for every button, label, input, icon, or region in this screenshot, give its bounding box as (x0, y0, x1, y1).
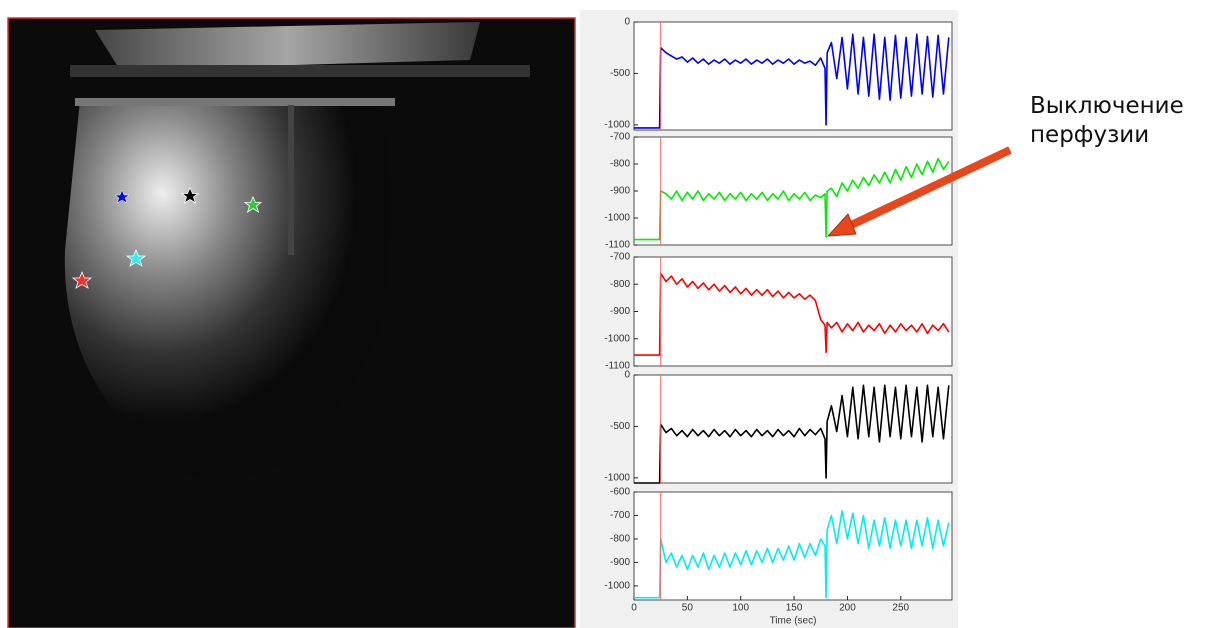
y-tick-label: -1100 (605, 240, 630, 251)
y-tick-label: -700 (610, 252, 630, 263)
y-tick-label: -500 (610, 68, 630, 79)
roi-stars (71, 187, 263, 289)
x-tick-label: 250 (892, 603, 909, 614)
x-axis-label: Time (sec) (770, 616, 817, 627)
y-tick-label: -500 (610, 421, 630, 432)
annotation-arrow (843, 146, 1012, 232)
axes-background (633, 374, 953, 484)
annotation-arrowhead (826, 213, 857, 237)
y-tick-label: -1000 (604, 472, 630, 483)
x-tick-label: 150 (786, 603, 803, 614)
y-tick-label: -600 (610, 487, 630, 498)
y-tick-label: 0 (624, 17, 630, 28)
axes-background (633, 256, 953, 367)
roi-star (180, 187, 200, 204)
axes-background (633, 491, 953, 601)
y-tick-label: -1000 (604, 119, 630, 130)
y-tick-label: -900 (610, 557, 630, 568)
signal-line (634, 509, 950, 599)
image-edge (288, 105, 294, 255)
roi-star (243, 196, 263, 213)
y-tick-label: -700 (610, 132, 630, 143)
image-edge (75, 98, 395, 106)
image-edge (70, 65, 530, 77)
x-tick-label: 100 (732, 603, 749, 614)
signal-line (634, 157, 950, 241)
x-tick-label: 50 (682, 603, 694, 614)
annotation-box: Выключение перфузии (1030, 93, 1184, 148)
y-tick-label: -900 (610, 306, 630, 317)
roi-star (125, 248, 147, 267)
heart-region (64, 98, 391, 481)
x-tick-label: 200 (839, 603, 856, 614)
y-tick-label: -800 (610, 279, 630, 290)
roi-star (114, 189, 130, 204)
y-tick-label: -1000 (604, 213, 630, 224)
signal-line (634, 33, 950, 129)
y-tick-label: 0 (624, 370, 630, 381)
y-tick-label: -900 (610, 186, 630, 197)
signal-line (634, 272, 950, 356)
roi-star (71, 270, 93, 289)
y-tick-label: -800 (610, 534, 630, 545)
y-tick-label: -1100 (605, 361, 630, 372)
axes-background (633, 21, 953, 131)
y-tick-label: -800 (610, 159, 630, 170)
y-tick-label: -1000 (604, 333, 630, 344)
plots: -1000-5000-1100-1000-900-800-700-1100-10… (604, 17, 953, 627)
x-tick-label: 0 (631, 603, 637, 614)
y-tick-label: -1000 (604, 581, 630, 592)
camera-image (7, 17, 576, 628)
signal-line (634, 384, 950, 484)
axes-background (633, 136, 953, 246)
image-highlight (95, 22, 480, 70)
y-tick-label: -700 (610, 510, 630, 521)
annotation: Выключение перфузии (1030, 93, 1184, 148)
